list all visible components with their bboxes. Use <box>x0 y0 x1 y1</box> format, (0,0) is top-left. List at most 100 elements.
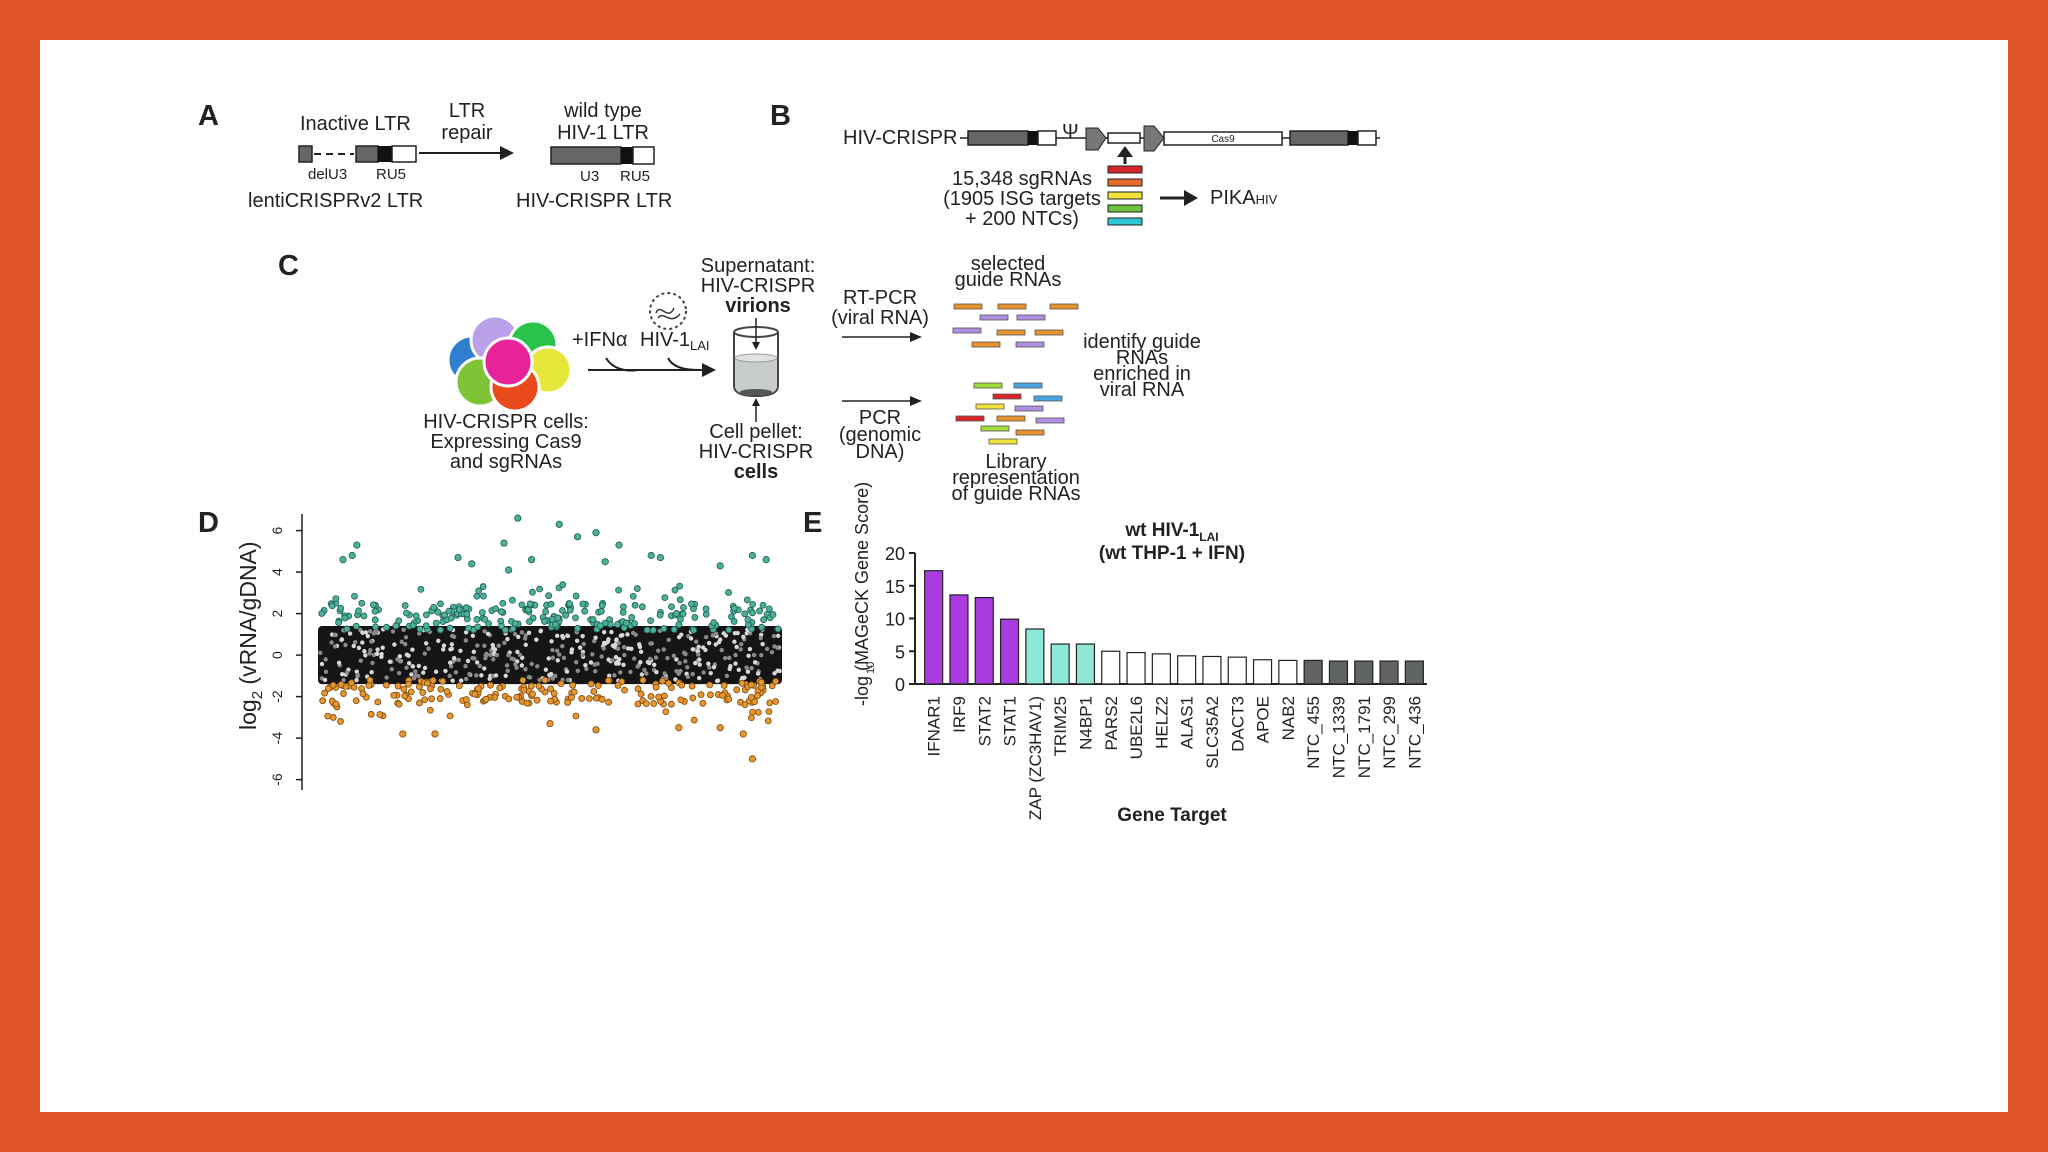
rtpcr-text-1: RT-PCR <box>843 287 917 309</box>
scatter-point <box>396 670 402 676</box>
hiv-lai-main: HIV-1 <box>640 329 690 351</box>
scatter-point <box>463 638 469 643</box>
scatter-point-enriched <box>622 619 630 627</box>
scatter-point-depleted <box>690 716 698 724</box>
scatter-point-enriched <box>332 595 340 603</box>
pika-text: PIKAHIV <box>1210 187 1278 209</box>
scatter-point <box>741 634 746 640</box>
guide-bar <box>996 415 1026 422</box>
scatter-point-enriched <box>403 609 410 617</box>
identify-text-3: enriched in <box>1093 363 1191 385</box>
scatter-point-enriched <box>422 622 430 630</box>
scatter-point-enriched <box>328 602 336 610</box>
scatter-point <box>581 641 587 647</box>
scatter-point-enriched <box>769 611 777 618</box>
scatter-point <box>584 666 589 672</box>
scatter-point <box>683 659 688 664</box>
scatter-point-depleted <box>520 686 528 694</box>
scatter-point <box>713 631 719 636</box>
scatter-point-enriched <box>545 592 553 600</box>
scatter-point-enriched <box>631 601 639 609</box>
library-size-text-3: + 200 NTCs) <box>965 208 1079 230</box>
scatter-point <box>715 678 721 683</box>
scatter-point <box>622 652 627 658</box>
library-text-2: representation <box>952 467 1080 489</box>
bar <box>999 618 1020 685</box>
construct-5ltr-r <box>1028 131 1038 145</box>
scatter-point <box>617 657 622 662</box>
construct-3ltr-u3 <box>1289 130 1349 146</box>
scatter-point-depleted <box>658 677 666 685</box>
scatter-y-tick-label: -6 <box>269 773 285 786</box>
scatter-point <box>375 647 380 652</box>
scatter-outlier-low <box>748 755 757 763</box>
scatter-point <box>580 633 585 639</box>
scatter-point-depleted <box>665 679 673 687</box>
scatter-outlier-low <box>399 730 407 738</box>
scatter-point-depleted <box>455 682 463 690</box>
scatter-point-enriched <box>498 622 505 630</box>
scatter-point <box>601 629 607 635</box>
scatter-point <box>735 630 740 636</box>
scatter-point-depleted <box>321 689 328 697</box>
guide-bar <box>952 327 982 334</box>
bar-y-tick-label: 20 <box>885 544 905 564</box>
scatter-point <box>529 661 534 667</box>
scatter-point <box>772 671 777 676</box>
scatter-point-depleted <box>634 700 642 708</box>
scatter-point-enriched <box>432 619 440 627</box>
scatter-point-enriched <box>649 626 657 634</box>
scatter-point-enriched <box>562 611 570 619</box>
scatter-point <box>749 666 754 671</box>
scatter-point-enriched <box>480 592 487 600</box>
scatter-point <box>319 661 325 667</box>
scatter-ticks: 6 4 2 0 -2 -4 -6 <box>269 526 302 786</box>
scatter-point <box>474 660 480 665</box>
bar <box>1328 660 1349 685</box>
bar-category-label: APOE <box>1254 696 1273 743</box>
scatter-point <box>708 670 713 676</box>
scatter-point <box>580 652 585 658</box>
scatter-point-enriched <box>526 600 534 608</box>
scatter-point-depleted <box>650 700 658 707</box>
scatter-point-enriched <box>318 610 326 617</box>
scatter-ylabel-post: (vRNA/gDNA) <box>235 541 261 691</box>
cell-cluster <box>446 314 573 413</box>
bar-series <box>924 570 1424 685</box>
scatter-point <box>775 633 781 639</box>
bar-title-main: wt HIV-1 <box>1124 520 1199 541</box>
scatter-point-enriched <box>566 606 574 614</box>
scatter-point-depleted <box>652 683 660 691</box>
scatter-point <box>421 670 426 675</box>
scatter-point <box>392 642 397 647</box>
scatter-point <box>613 654 619 660</box>
sgrna-slot <box>1107 132 1141 144</box>
scatter-point <box>674 657 679 662</box>
bar <box>1379 660 1399 685</box>
scatter-point-depleted <box>471 690 479 698</box>
guide-bar <box>1014 405 1044 412</box>
wt-u3-box <box>550 146 622 165</box>
scatter-point-depleted <box>699 699 707 707</box>
scatter-point <box>564 669 570 674</box>
scatter-point-depleted <box>637 690 645 698</box>
scatter-point <box>647 656 653 662</box>
scatter-point <box>379 654 384 659</box>
scatter-point <box>661 647 667 652</box>
scatter-point-depleted <box>376 711 384 718</box>
scatter-point <box>690 647 696 652</box>
scatter-point <box>367 629 373 634</box>
bar <box>949 594 969 685</box>
scatter-point <box>653 655 659 660</box>
scatter-point-enriched <box>436 626 444 634</box>
scatter-point <box>560 633 565 639</box>
bar-category-label: SLC35A2 <box>1203 696 1222 769</box>
scatter-outlier-high <box>454 553 462 562</box>
bar-y-ticks: 0 5 10 15 20 <box>885 544 915 695</box>
psi-label: Ψ <box>1062 121 1079 143</box>
scatter-point-enriched <box>417 586 425 593</box>
scatter-point <box>413 669 418 674</box>
scatter-point <box>755 671 761 676</box>
guide-bar <box>975 403 1005 410</box>
scatter-point <box>363 630 369 635</box>
